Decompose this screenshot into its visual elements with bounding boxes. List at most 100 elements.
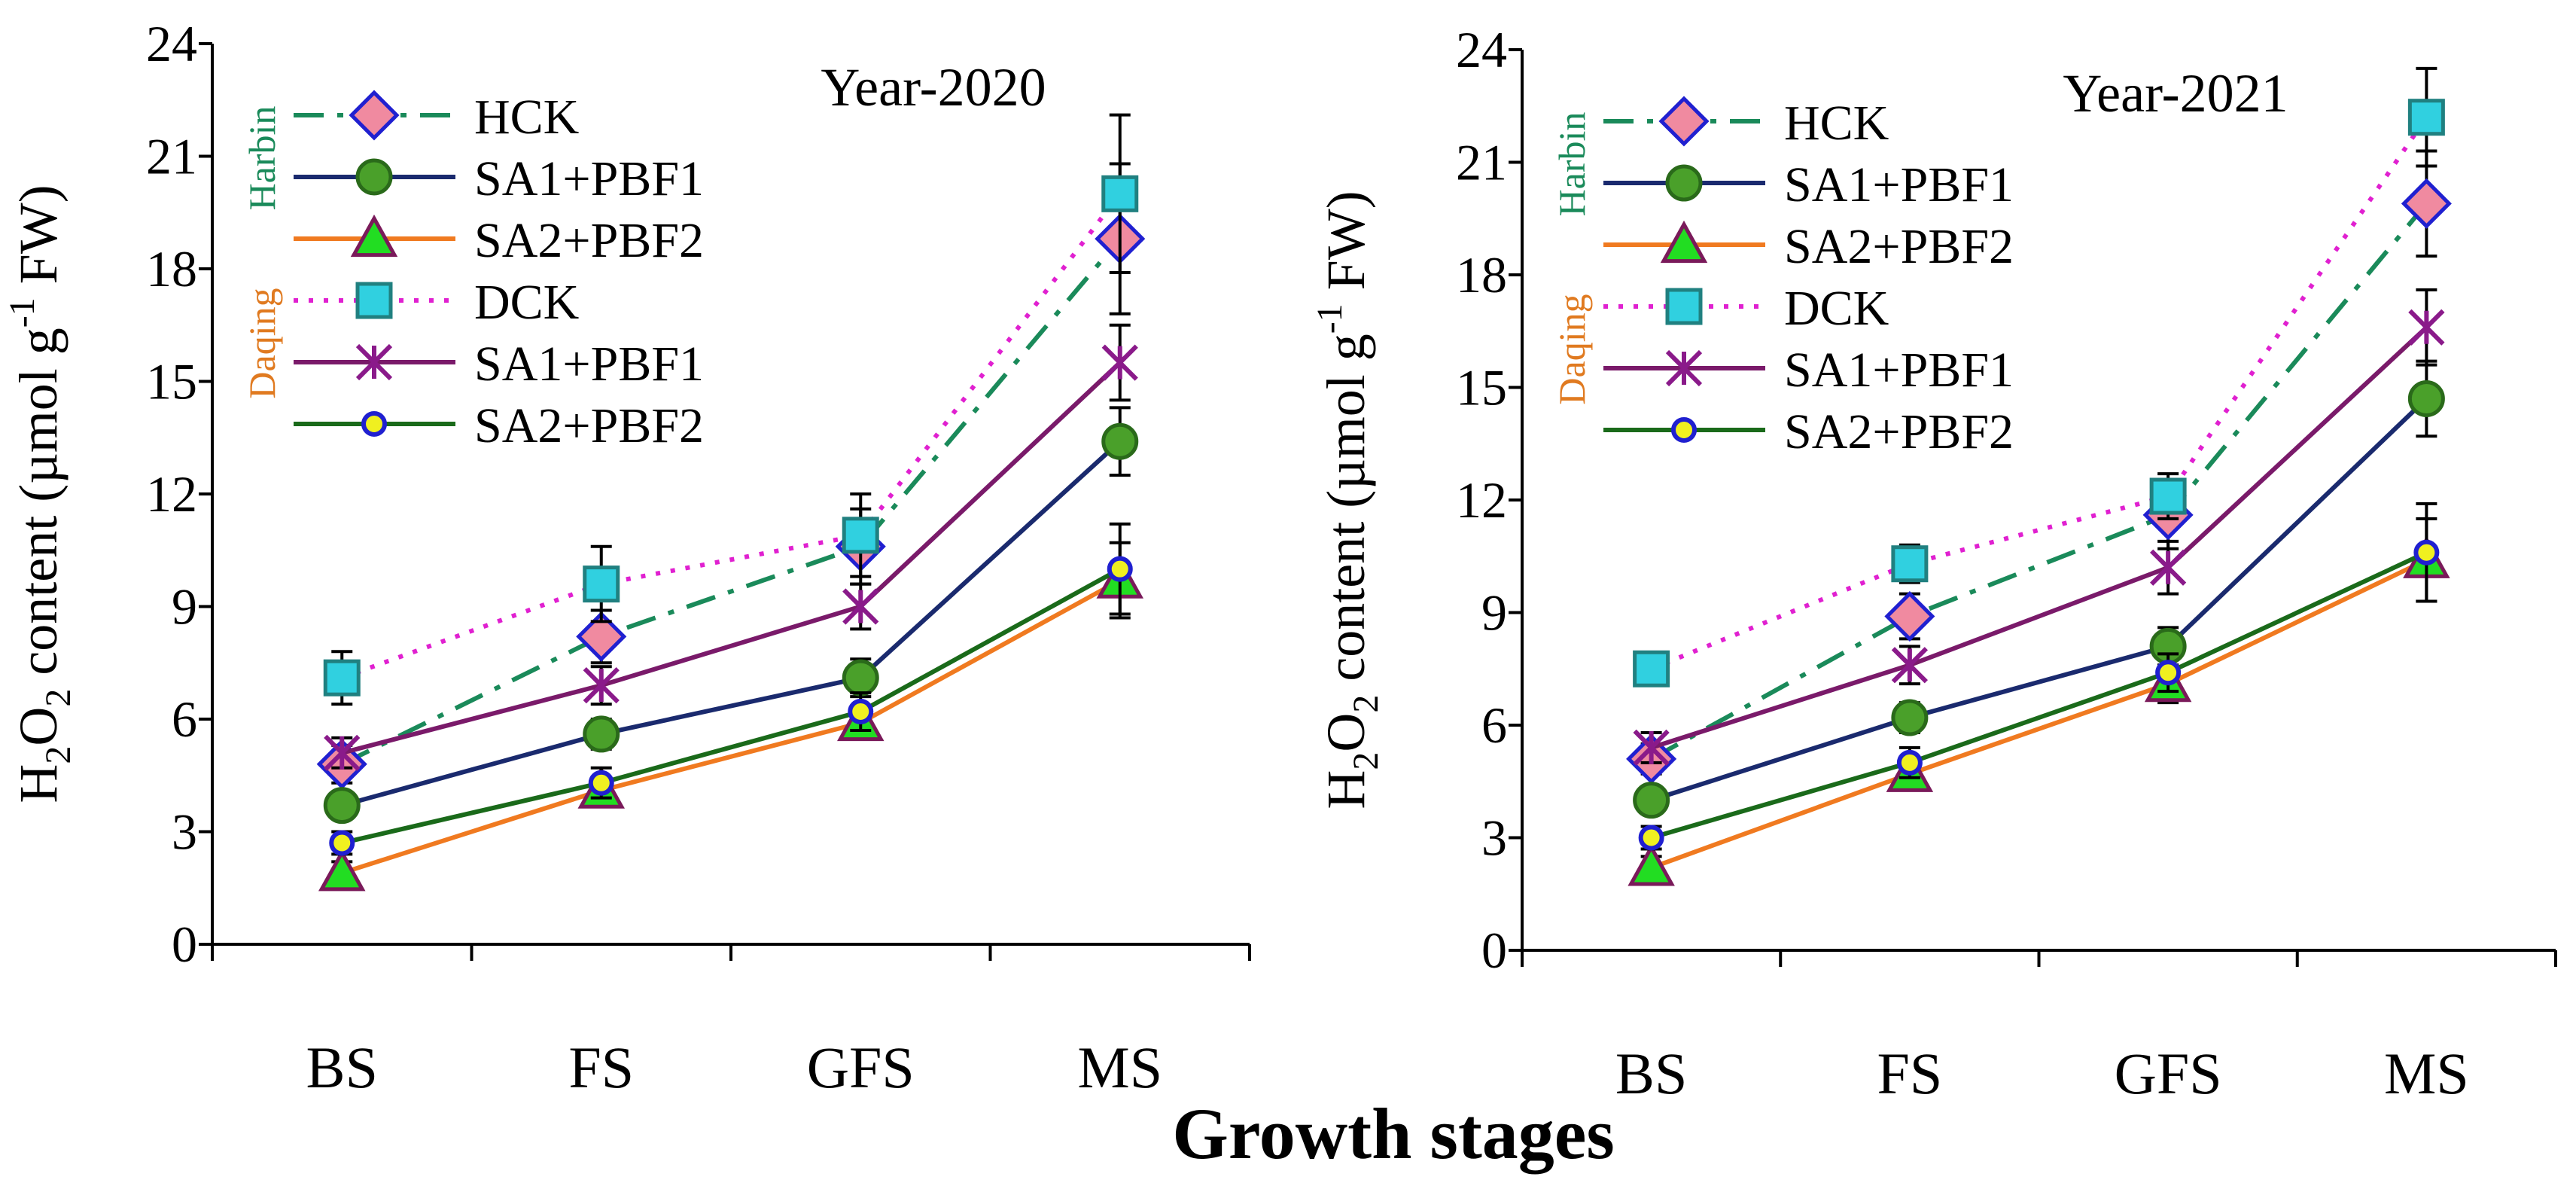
legend-label-sa1pbf1-daqing: SA1+PBF1 [1784,343,2014,398]
y-tick-label: 18 [146,240,197,297]
y-tick-label: 12 [1456,471,1507,529]
data-point-dck [2407,99,2445,136]
series-line-sa1pbf1-harbin [1650,397,2428,803]
y-tick-label: 21 [146,128,197,185]
y-tick-label: 9 [172,578,197,636]
y-tick-label: 0 [172,916,197,973]
data-point-sa1pbf1-daqing [1891,647,1929,684]
series-line-sa1pbf1-harbin [341,440,1122,808]
legend-marker-dck [1665,288,1703,325]
legend-marker-sa1pbf1-daqing [1665,349,1703,387]
y-tick-label: 21 [1456,134,1507,191]
series-sa1pbf1-daqing [1633,288,2445,767]
chart-title: Year-2021 [2063,63,2288,123]
data-point-sa1pbf1-daqing [324,734,361,771]
series-sa1pbf1-harbin [323,406,1139,825]
series-line-sa2pbf2-harbin [1650,558,2428,870]
series-line-sa2pbf2-harbin [341,578,1122,876]
data-point-dck [1633,650,1670,687]
data-point-sa1pbf1-daqing [2408,309,2445,346]
data-point-sa1pbf1-harbin [1891,699,1929,736]
legend-label-hck: HCK [1784,96,1889,151]
legend-label-sa1pbf1-harbin: SA1+PBF1 [474,151,704,206]
series-line-sa2pbf2-daqing [1650,550,2428,840]
data-point-sa1pbf1-daqing [583,667,620,704]
legend-marker-sa2pbf2-daqing [361,411,387,437]
y-tick-label: 12 [146,465,197,523]
series-line-hck [340,237,1122,767]
x-category-label: BS [306,1035,378,1100]
data-point-sa2pbf2-daqing [1896,749,1923,776]
x-axis-title: Growth stages [1172,1093,1615,1174]
legend-label-sa2pbf2-harbin: SA2+PBF2 [474,213,704,268]
site-label-daqing: Daqing [241,288,283,398]
data-point-sa1pbf1-harbin [1101,422,1139,460]
legend-label-dck: DCK [474,275,579,330]
data-point-dck [583,566,620,603]
y-tick-label: 18 [1456,246,1507,303]
data-point-sa1pbf1-harbin [1633,782,1670,819]
legend-label-dck: DCK [1784,281,1889,336]
data-point-sa2pbf2-daqing [848,699,874,725]
data-point-sa2pbf2-harbin [318,849,366,892]
y-tick-label: 24 [146,15,197,72]
data-point-sa1pbf1-harbin [2407,380,2445,417]
data-point-dck [1891,545,1929,583]
data-point-sa2pbf2-daqing [588,770,614,796]
y-tick-label: 6 [1481,697,1507,754]
series-dck [1633,66,2445,687]
legend-label-sa1pbf1-daqing: SA1+PBF1 [474,337,704,392]
series-sa2pbf2-daqing [1638,501,2440,851]
legend-marker-sa1pbf1-harbin [355,158,393,196]
y-tick-label: 24 [1456,21,1507,78]
x-category-label: FS [568,1035,634,1100]
x-category-label: BS [1615,1041,1687,1106]
legend-label-sa2pbf2-daqing: SA2+PBF2 [474,398,704,453]
series-sa1pbf1-daqing [324,323,1138,771]
y-tick-label: 15 [146,353,197,410]
data-point-sa1pbf1-daqing [1633,729,1670,767]
data-point-sa2pbf2-harbin [1628,843,1675,886]
x-category-label: MS [2384,1041,2469,1106]
y-tick-label: 3 [1481,809,1507,867]
series-dck [323,113,1139,706]
legend-marker-sa1pbf1-daqing [355,343,393,381]
data-point-hck [576,611,627,662]
data-point-sa2pbf2-daqing [1638,825,1664,851]
data-point-sa1pbf1-harbin [842,659,879,697]
data-point-dck [2149,477,2187,515]
data-point-sa2pbf2-daqing [2155,660,2182,686]
data-point-dck [842,517,879,554]
data-point-sa1pbf1-harbin [323,787,361,825]
series-line-sa1pbf1-daqing [341,361,1122,755]
data-point-sa1pbf1-daqing [1101,344,1138,381]
chart-title: Year-2020 [821,57,1046,117]
legend-marker-sa2pbf2-harbin [350,214,398,258]
y-tick-label: 15 [1456,359,1507,416]
data-point-hck [2401,178,2452,229]
data-point-dck [323,659,361,697]
legend-marker-dck [355,282,393,319]
data-point-sa2pbf2-daqing [329,830,355,856]
x-category-label: GFS [2115,1041,2222,1106]
legend-marker-hck [1658,96,1710,147]
legend: HCK SA1+PBF1 SA2+PBF2 DCK SA1+PBF1 SA2+PBF2 Ha… [241,90,704,453]
data-point-dck [1101,175,1139,212]
legend-label-sa2pbf2-daqing: SA2+PBF2 [1784,404,2014,459]
y-axis-title: H2O2 content (µmol g-1 FW) [1310,191,1386,809]
panel-2020: 0 3 6 9 12 15 18 21 24 BS FS GFS MS H2O2 content (µmo… [2,15,1251,1100]
x-category-label: GFS [807,1035,915,1100]
series-line-dck [1650,116,2428,672]
y-tick-label: 9 [1481,584,1507,642]
series-hck [316,162,1146,790]
y-tick-label: 3 [172,803,197,861]
series-sa2pbf2-harbin [1628,517,2450,886]
x-category-label: FS [1877,1041,1942,1106]
series-line-dck [341,192,1122,681]
data-point-sa2pbf2-daqing [2413,539,2440,566]
series-line-hck [1650,202,2428,761]
legend-marker-sa2pbf2-harbin [1660,220,1708,264]
y-tick-label: 0 [1481,922,1507,979]
legend-marker-sa2pbf2-daqing [1671,417,1697,443]
